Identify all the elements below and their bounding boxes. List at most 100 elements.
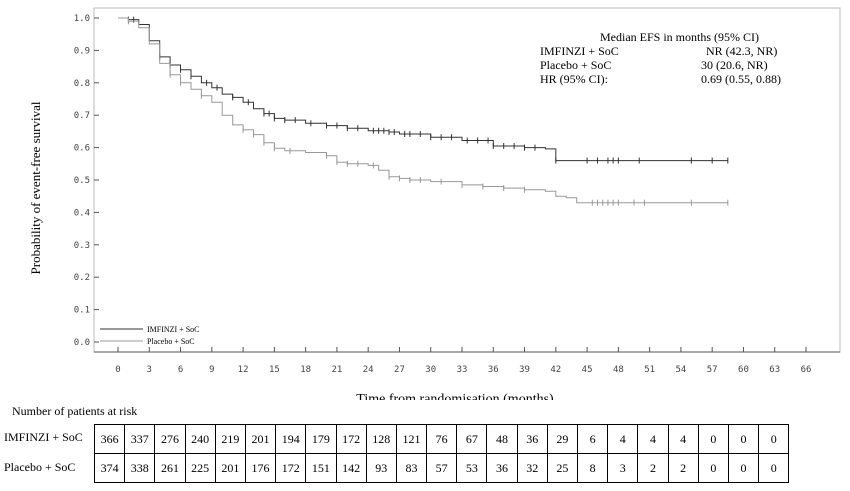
- risk-cell: 0: [758, 424, 790, 454]
- risk-cell: 93: [365, 453, 397, 483]
- risk-cell: 4: [667, 424, 699, 454]
- y-tick-label: 1.0: [74, 14, 90, 24]
- x-tick-label: 60: [738, 365, 749, 375]
- series-layer: [118, 16, 729, 206]
- x-tick-label: 0: [115, 365, 120, 375]
- risk-table-title: Number of patients at risk: [12, 404, 138, 418]
- x-tick-label: 45: [582, 365, 593, 375]
- x-tick-label: 6: [178, 365, 183, 375]
- y-tick-label: 0.6: [74, 144, 90, 154]
- risk-cell: 36: [516, 424, 548, 454]
- risk-cell: 261: [154, 453, 186, 483]
- risk-cell: 0: [697, 453, 729, 483]
- risk-cell: 57: [426, 453, 458, 483]
- x-tick-label: 15: [269, 365, 280, 375]
- risk-row: 374 338 261 225 201 176 172 151 142 93 83 57 53 36 32 2…: [93, 453, 790, 483]
- risk-cell: 374: [93, 453, 126, 483]
- annotation-value-hr: 0.69 (0.55, 0.88): [701, 72, 781, 86]
- risk-cell: 201: [244, 424, 277, 454]
- risk-cell: 76: [426, 424, 458, 454]
- risk-cell: 0: [758, 453, 790, 483]
- risk-row-label-imfinzi: IMFINZI + SoC: [4, 430, 83, 444]
- risk-cell: 194: [275, 424, 307, 454]
- risk-cell: 142: [335, 453, 367, 483]
- x-tick-label: 51: [644, 365, 655, 375]
- x-tick-label: 30: [425, 365, 436, 375]
- risk-cell: 151: [305, 453, 337, 483]
- y-axis-label: Probability of event-free survival: [28, 101, 43, 274]
- annotation-label-placebo: Placebo + SoC: [540, 58, 611, 72]
- risk-cell: 338: [124, 453, 156, 483]
- risk-cell: 0: [697, 424, 729, 454]
- series-line-1: [118, 17, 728, 204]
- risk-cell: 366: [93, 424, 126, 454]
- x-tick-label: 18: [300, 365, 311, 375]
- risk-cell: 225: [184, 453, 216, 483]
- risk-cell: 29: [546, 424, 579, 454]
- y-tick-label: 0.1: [74, 306, 90, 316]
- x-tick-label: 12: [238, 365, 249, 375]
- risk-cell: 240: [184, 424, 216, 454]
- x-axis: 0 3 6 9 12 15 18 21 24 27 30 33 36 39 42 45 48 51 54 57 60 63…: [115, 347, 811, 375]
- risk-cell: 2: [637, 453, 669, 483]
- risk-cell: 172: [275, 453, 307, 483]
- risk-cell: 0: [727, 424, 760, 454]
- x-tick-label: 63: [769, 365, 780, 375]
- risk-cell: 121: [395, 424, 428, 454]
- x-tick-label: 24: [363, 365, 374, 375]
- risk-cell: 36: [486, 453, 518, 483]
- x-axis-label: Time from randomisation (months): [356, 392, 554, 400]
- risk-cell: 337: [124, 424, 156, 454]
- y-tick-label: 0.0: [74, 338, 90, 348]
- risk-cell: 53: [456, 453, 488, 483]
- risk-cell: 2: [667, 453, 699, 483]
- risk-cell: 201: [214, 453, 246, 483]
- risk-cell: 48: [486, 424, 518, 454]
- km-plot: 0.00.10.20.30.40.50.60.70.80.91.0 0 3 6 9 12…: [28, 7, 841, 400]
- x-tick-label: 57: [707, 365, 718, 375]
- risk-cell: 219: [214, 424, 246, 454]
- y-tick-label: 0.5: [74, 176, 90, 186]
- risk-cell: 0: [727, 453, 760, 483]
- y-tick-label: 0.2: [74, 273, 90, 283]
- x-tick-label: 33: [457, 365, 468, 375]
- x-tick-label: 54: [675, 365, 686, 375]
- x-tick-label: 36: [488, 365, 499, 375]
- y-tick-label: 0.4: [74, 208, 90, 218]
- x-tick-label: 3: [147, 365, 152, 375]
- annotation-value-placebo: 30 (20.6, NR): [701, 58, 768, 72]
- risk-cell: 3: [607, 453, 639, 483]
- risk-cell: 276: [154, 424, 186, 454]
- risk-row-label-placebo: Placebo + SoC: [4, 460, 76, 474]
- annotation-heading: Median EFS in months (95% CI): [600, 30, 759, 44]
- y-axis: 0.0 0.1 0.2 0.3 0.4 0.5 0.6 0.7 0.8 0.9 1.0: [74, 14, 99, 348]
- annotation-value-imfinzi: NR (42.3, NR): [706, 44, 777, 58]
- risk-cell: 8: [576, 453, 609, 483]
- x-tick-label: 27: [394, 365, 405, 375]
- risk-cell: 6: [576, 424, 609, 454]
- x-tick-label: 66: [801, 365, 812, 375]
- legend: IMFINZI + SoC Placebo + SoC: [100, 325, 200, 346]
- risk-table: 366 337 276 240 219 201 194 179 172 128 121 76 67 48 3…: [93, 424, 790, 483]
- risk-cell: 4: [637, 424, 669, 454]
- risk-cell: 172: [335, 424, 367, 454]
- risk-cell: 4: [607, 424, 639, 454]
- y-tick-label: 0.3: [74, 241, 90, 251]
- median-annotation: Median EFS in months (95% CI) IMFINZI + …: [540, 30, 781, 86]
- x-tick-label: 9: [209, 365, 214, 375]
- risk-cell: 67: [456, 424, 488, 454]
- y-tick-label: 0.8: [74, 79, 90, 89]
- legend-label-placebo: Placebo + SoC: [147, 337, 195, 346]
- risk-row: 366 337 276 240 219 201 194 179 172 128 121 76 67 48 3…: [93, 424, 790, 454]
- x-tick-label: 42: [550, 365, 561, 375]
- risk-cell: 83: [395, 453, 428, 483]
- risk-cell: 176: [244, 453, 277, 483]
- risk-cell: 179: [305, 424, 337, 454]
- annotation-label-imfinzi: IMFINZI + SoC: [540, 44, 619, 58]
- annotation-label-hr: HR (95% CI):: [540, 72, 608, 86]
- risk-cell: 25: [546, 453, 579, 483]
- x-tick-label: 48: [613, 365, 624, 375]
- risk-cell: 128: [365, 424, 397, 454]
- legend-label-imfinzi: IMFINZI + SoC: [147, 325, 200, 334]
- x-tick-label: 21: [331, 365, 342, 375]
